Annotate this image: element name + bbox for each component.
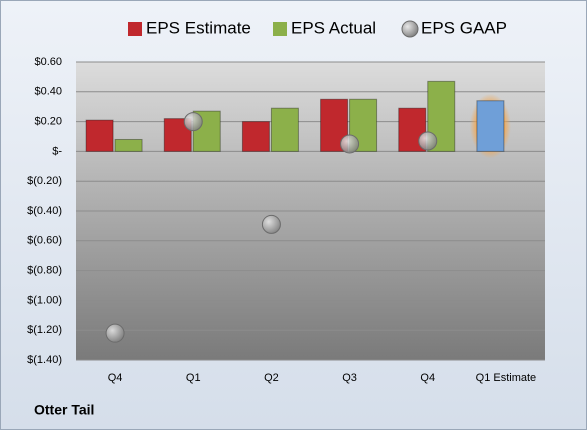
y-tick-label: $0.20	[34, 116, 62, 128]
bar	[114, 138, 143, 152]
bar	[85, 119, 114, 152]
gaap-point	[418, 131, 438, 151]
y-tick-label: $(1.20)	[27, 324, 62, 336]
y-tick-label: $(1.40)	[27, 354, 62, 366]
y-tick-label: $-	[52, 145, 62, 157]
y-tick-label: $0.60	[34, 56, 62, 68]
x-tick-label: Q1 Estimate	[476, 372, 537, 384]
y-tick-label: $(0.60)	[27, 235, 62, 247]
bar	[241, 121, 270, 152]
bar	[270, 107, 299, 152]
y-tick-label: $(0.20)	[27, 175, 62, 187]
y-tick-label: $0.40	[34, 86, 62, 98]
y-tick-label: $(1.00)	[27, 294, 62, 306]
legend-label: EPS GAAP	[421, 18, 507, 37]
legend-swatch	[128, 22, 142, 36]
gaap-point	[183, 112, 203, 132]
legend-label: EPS Actual	[291, 18, 376, 37]
x-tick-label: Q2	[264, 372, 279, 384]
y-tick-label: $(0.40)	[27, 205, 62, 217]
gaap-point	[340, 134, 360, 154]
legend-swatch	[273, 22, 287, 36]
legend-swatch	[401, 20, 419, 38]
gaap-point	[105, 323, 125, 343]
bar	[398, 107, 427, 152]
bar	[476, 100, 505, 152]
x-tick-label: Q1	[186, 372, 201, 384]
x-tick-label: Q4	[420, 372, 435, 384]
x-tick-label: Q4	[108, 372, 123, 384]
y-tick-label: $(0.80)	[27, 265, 62, 277]
x-tick-label: Q3	[342, 372, 357, 384]
footer: Otter Tail	[34, 402, 94, 418]
bar	[427, 80, 456, 152]
gaap-point	[261, 214, 281, 234]
legend-label: EPS Estimate	[146, 18, 251, 37]
